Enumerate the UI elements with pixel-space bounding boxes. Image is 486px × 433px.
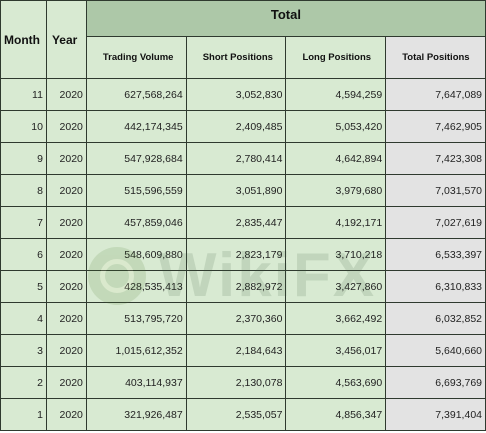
cell-long-positions: 3,662,492 bbox=[285, 302, 387, 335]
cell-total-positions: 7,391,404 bbox=[385, 398, 486, 431]
cell-short-positions: 2,535,057 bbox=[185, 398, 287, 431]
table-row: 10 2020 442,174,345 2,409,485 5,053,420 … bbox=[0, 110, 486, 143]
header-total-positions: Total Positions bbox=[385, 36, 486, 79]
cell-year: 2020 bbox=[45, 78, 87, 111]
header-trading-volume: Trading Volume bbox=[85, 36, 187, 79]
cell-total-positions: 7,647,089 bbox=[385, 78, 486, 111]
cell-year: 2020 bbox=[45, 270, 87, 303]
table-row: 2 2020 403,114,937 2,130,078 4,563,690 6… bbox=[0, 366, 486, 399]
table-row: 1 2020 321,926,487 2,535,057 4,856,347 7… bbox=[0, 398, 486, 431]
cell-trading-volume: 457,859,046 bbox=[85, 206, 187, 239]
cell-trading-volume: 627,568,264 bbox=[85, 78, 187, 111]
cell-short-positions: 3,052,830 bbox=[185, 78, 287, 111]
cell-short-positions: 3,051,890 bbox=[185, 174, 287, 207]
cell-short-positions: 2,780,414 bbox=[185, 142, 287, 175]
cell-year: 2020 bbox=[45, 302, 87, 335]
table-row: 7 2020 457,859,046 2,835,447 4,192,171 7… bbox=[0, 206, 486, 239]
cell-total-positions: 7,027,619 bbox=[385, 206, 486, 239]
cell-trading-volume: 547,928,684 bbox=[85, 142, 187, 175]
cell-month: 2 bbox=[0, 366, 47, 399]
cell-short-positions: 2,370,360 bbox=[185, 302, 287, 335]
cell-short-positions: 2,835,447 bbox=[185, 206, 287, 239]
cell-trading-volume: 513,795,720 bbox=[85, 302, 187, 335]
cell-long-positions: 4,594,259 bbox=[285, 78, 387, 111]
table-row: 3 2020 1,015,612,352 2,184,643 3,456,017… bbox=[0, 334, 486, 367]
cell-month: 4 bbox=[0, 302, 47, 335]
cell-year: 2020 bbox=[45, 398, 87, 431]
cell-trading-volume: 403,114,937 bbox=[85, 366, 187, 399]
cell-year: 2020 bbox=[45, 238, 87, 271]
cell-trading-volume: 548,609,880 bbox=[85, 238, 187, 271]
table-row: 6 2020 548,609,880 2,823,179 3,710,218 6… bbox=[0, 238, 486, 271]
cell-year: 2020 bbox=[45, 110, 87, 143]
cell-long-positions: 4,856,347 bbox=[285, 398, 387, 431]
cell-year: 2020 bbox=[45, 174, 87, 207]
cell-year: 2020 bbox=[45, 334, 87, 367]
cell-trading-volume: 442,174,345 bbox=[85, 110, 187, 143]
cell-long-positions: 4,192,171 bbox=[285, 206, 387, 239]
cell-short-positions: 2,409,485 bbox=[185, 110, 287, 143]
cell-month: 10 bbox=[0, 110, 47, 143]
cell-year: 2020 bbox=[45, 366, 87, 399]
header-long-positions: Long Positions bbox=[285, 36, 387, 79]
header-total: Total bbox=[85, 0, 486, 37]
cell-short-positions: 2,130,078 bbox=[185, 366, 287, 399]
table-row: 9 2020 547,928,684 2,780,414 4,642,894 7… bbox=[0, 142, 486, 175]
cell-month: 3 bbox=[0, 334, 47, 367]
table-row: 11 2020 627,568,264 3,052,830 4,594,259 … bbox=[0, 78, 486, 111]
cell-total-positions: 6,310,833 bbox=[385, 270, 486, 303]
cell-long-positions: 3,710,218 bbox=[285, 238, 387, 271]
cell-trading-volume: 321,926,487 bbox=[85, 398, 187, 431]
header-short-positions: Short Positions bbox=[185, 36, 287, 79]
cell-short-positions: 2,184,643 bbox=[185, 334, 287, 367]
cell-month: 11 bbox=[0, 78, 47, 111]
cell-month: 6 bbox=[0, 238, 47, 271]
cell-long-positions: 3,979,680 bbox=[285, 174, 387, 207]
cell-total-positions: 6,032,852 bbox=[385, 302, 486, 335]
header-year: Year bbox=[45, 0, 87, 79]
table-body: 11 2020 627,568,264 3,052,830 4,594,259 … bbox=[0, 78, 486, 431]
header-month: Month bbox=[0, 0, 47, 79]
cell-long-positions: 3,427,860 bbox=[285, 270, 387, 303]
table-row: 8 2020 515,596,559 3,051,890 3,979,680 7… bbox=[0, 174, 486, 207]
cell-short-positions: 2,823,179 bbox=[185, 238, 287, 271]
cell-trading-volume: 515,596,559 bbox=[85, 174, 187, 207]
cell-total-positions: 7,423,308 bbox=[385, 142, 486, 175]
cell-month: 9 bbox=[0, 142, 47, 175]
cell-total-positions: 7,031,570 bbox=[385, 174, 486, 207]
cell-month: 1 bbox=[0, 398, 47, 431]
table-row: 5 2020 428,535,413 2,882,972 3,427,860 6… bbox=[0, 270, 486, 303]
cell-trading-volume: 428,535,413 bbox=[85, 270, 187, 303]
cell-total-positions: 5,640,660 bbox=[385, 334, 486, 367]
cell-month: 7 bbox=[0, 206, 47, 239]
cell-long-positions: 4,642,894 bbox=[285, 142, 387, 175]
table-row: 4 2020 513,795,720 2,370,360 3,662,492 6… bbox=[0, 302, 486, 335]
cell-long-positions: 4,563,690 bbox=[285, 366, 387, 399]
cell-short-positions: 2,882,972 bbox=[185, 270, 287, 303]
cell-year: 2020 bbox=[45, 206, 87, 239]
cell-year: 2020 bbox=[45, 142, 87, 175]
cell-trading-volume: 1,015,612,352 bbox=[85, 334, 187, 367]
cell-total-positions: 6,533,397 bbox=[385, 238, 486, 271]
cell-month: 8 bbox=[0, 174, 47, 207]
cell-total-positions: 6,693,769 bbox=[385, 366, 486, 399]
cell-month: 5 bbox=[0, 270, 47, 303]
cell-total-positions: 7,462,905 bbox=[385, 110, 486, 143]
cell-long-positions: 3,456,017 bbox=[285, 334, 387, 367]
cell-long-positions: 5,053,420 bbox=[285, 110, 387, 143]
